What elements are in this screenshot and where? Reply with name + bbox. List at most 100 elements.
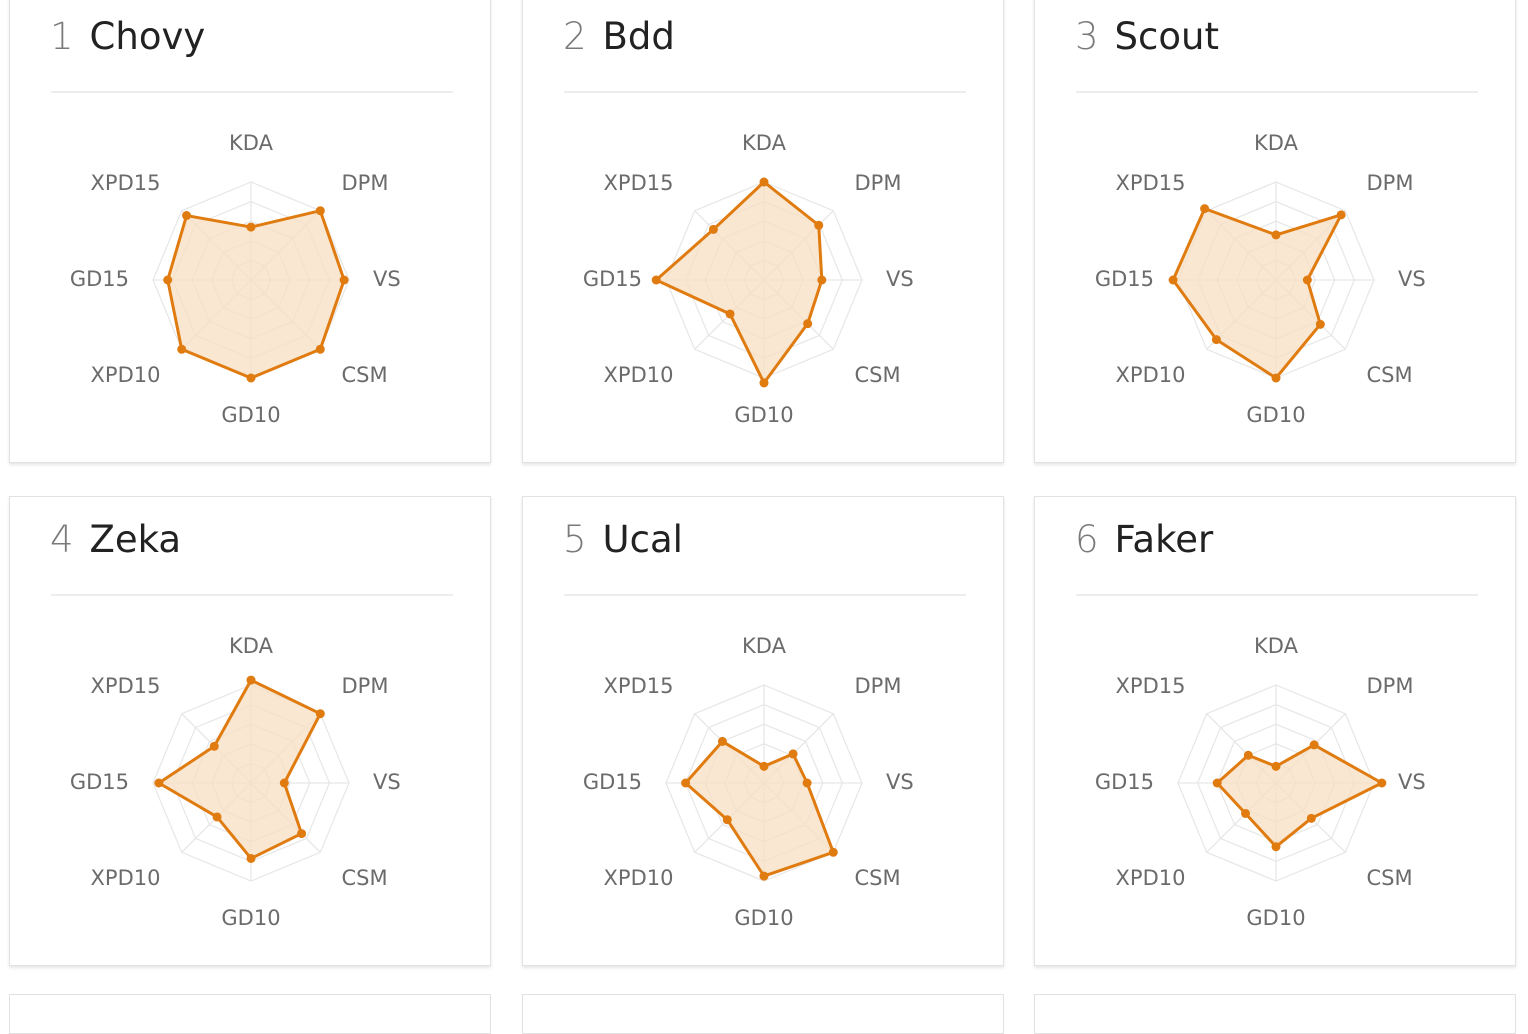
title-divider: [51, 594, 453, 596]
axis-label: XPD10: [604, 363, 674, 387]
axis-label: XPD15: [91, 171, 161, 195]
title-divider: [564, 594, 966, 596]
radar-chart: KDA DPM VS CSM GD10 XPD10 GD15 XPD15: [583, 634, 914, 930]
data-point: [708, 224, 718, 234]
axis-label: GD15: [583, 770, 642, 794]
axis-label: VS: [373, 267, 401, 291]
data-point: [1243, 750, 1253, 760]
data-point: [209, 741, 219, 751]
axis-label: XPD10: [91, 866, 161, 890]
data-point: [759, 177, 769, 187]
axis-label: VS: [1398, 267, 1426, 291]
data-point: [717, 736, 727, 746]
player-card-partial: [9, 994, 491, 1034]
data-point: [1336, 210, 1346, 220]
player-name: Faker: [1114, 518, 1214, 561]
data-point: [651, 275, 661, 285]
axis-label: KDA: [1254, 634, 1299, 658]
player-rank: 3: [1075, 15, 1099, 58]
axis-label: GD10: [221, 906, 280, 930]
axis-label: DPM: [1367, 171, 1414, 195]
axis-label: XPD15: [91, 674, 161, 698]
data-point: [246, 373, 256, 383]
data-point: [212, 812, 222, 822]
card-title: 5 Ucal: [563, 515, 683, 565]
axis-label: KDA: [229, 634, 274, 658]
player-card: 4 Zeka KDA DPM VS CSM GD10 XPD10 GD15 XPD15: [9, 496, 491, 966]
series-area: [654, 180, 824, 385]
axis-label: GD15: [1095, 267, 1154, 291]
series-area: [1171, 207, 1343, 380]
axis-label: DPM: [1367, 674, 1414, 698]
player-name: Scout: [1114, 15, 1219, 58]
axis-label: GD10: [1246, 906, 1305, 930]
axis-label: CSM: [1367, 363, 1413, 387]
axis-label: DPM: [855, 674, 902, 698]
player-rank: 4: [50, 518, 74, 561]
data-point: [759, 871, 769, 881]
data-point: [817, 275, 827, 285]
axis-label: KDA: [742, 634, 787, 658]
card-title: 1 Chovy: [50, 12, 205, 62]
data-point: [297, 829, 307, 839]
data-point: [722, 815, 732, 825]
title-divider: [564, 91, 966, 93]
axis-label: XPD15: [604, 171, 674, 195]
title-divider: [1076, 91, 1478, 93]
data-point: [279, 778, 289, 788]
axis-label: GD15: [1095, 770, 1154, 794]
data-point: [759, 378, 769, 388]
data-point: [681, 778, 691, 788]
axis-label: XPD15: [604, 674, 674, 698]
data-point: [759, 761, 769, 771]
data-point: [154, 778, 164, 788]
title-divider: [51, 91, 453, 93]
player-card-grid: 1 Chovy KDA DPM VS CSM GD10 XPD10 GD15 XPD15 2 Bd…: [9, 0, 1516, 1034]
data-point: [725, 309, 735, 319]
axis-label: CSM: [342, 866, 388, 890]
card-title: 3 Scout: [1075, 12, 1219, 62]
player-card-partial: [522, 994, 1004, 1034]
radar-chart: KDA DPM VS CSM GD10 XPD10 GD15 XPD15: [70, 131, 401, 427]
player-card: 2 Bdd KDA DPM VS CSM GD10 XPD10 GD15 XPD15: [522, 0, 1004, 463]
data-point: [1168, 275, 1178, 285]
data-point: [339, 275, 349, 285]
player-name: Zeka: [89, 518, 182, 561]
axis-label: XPD10: [1116, 363, 1186, 387]
data-point: [1377, 778, 1387, 788]
data-point: [1271, 842, 1281, 852]
axis-label: XPD10: [91, 363, 161, 387]
axis-label: XPD10: [604, 866, 674, 890]
data-point: [803, 319, 813, 329]
axis-label: GD10: [734, 906, 793, 930]
player-card: 1 Chovy KDA DPM VS CSM GD10 XPD10 GD15 XPD15: [9, 0, 491, 463]
player-name: Bdd: [602, 15, 675, 58]
title-divider: [1076, 594, 1478, 596]
series-area: [684, 739, 835, 878]
player-card: 3 Scout KDA DPM VS CSM GD10 XPD10 GD15 XPD15: [1034, 0, 1516, 463]
axis-label: XPD10: [1116, 866, 1186, 890]
data-point: [788, 749, 798, 759]
axis-label: VS: [1398, 770, 1426, 794]
data-point: [1306, 813, 1316, 823]
data-point: [315, 709, 325, 719]
player-rank: 2: [563, 15, 587, 58]
data-point: [246, 853, 256, 863]
data-point: [163, 275, 173, 285]
axis-label: GD10: [734, 403, 793, 427]
axis-label: CSM: [1367, 866, 1413, 890]
data-point: [1271, 761, 1281, 771]
player-rank: 6: [1075, 518, 1099, 561]
data-point: [1241, 808, 1251, 818]
data-point: [182, 211, 192, 221]
data-point: [315, 344, 325, 354]
axis-label: DPM: [342, 171, 389, 195]
card-title: 6 Faker: [1075, 515, 1213, 565]
radar-chart: KDA DPM VS CSM GD10 XPD10 GD15 XPD15: [1095, 634, 1426, 930]
axis-label: CSM: [855, 363, 901, 387]
axis-label: CSM: [342, 363, 388, 387]
axis-label: VS: [886, 267, 914, 291]
data-point: [1200, 204, 1210, 214]
radar-chart: KDA DPM VS CSM GD10 XPD10 GD15 XPD15: [70, 634, 401, 930]
axis-label: GD15: [70, 267, 129, 291]
